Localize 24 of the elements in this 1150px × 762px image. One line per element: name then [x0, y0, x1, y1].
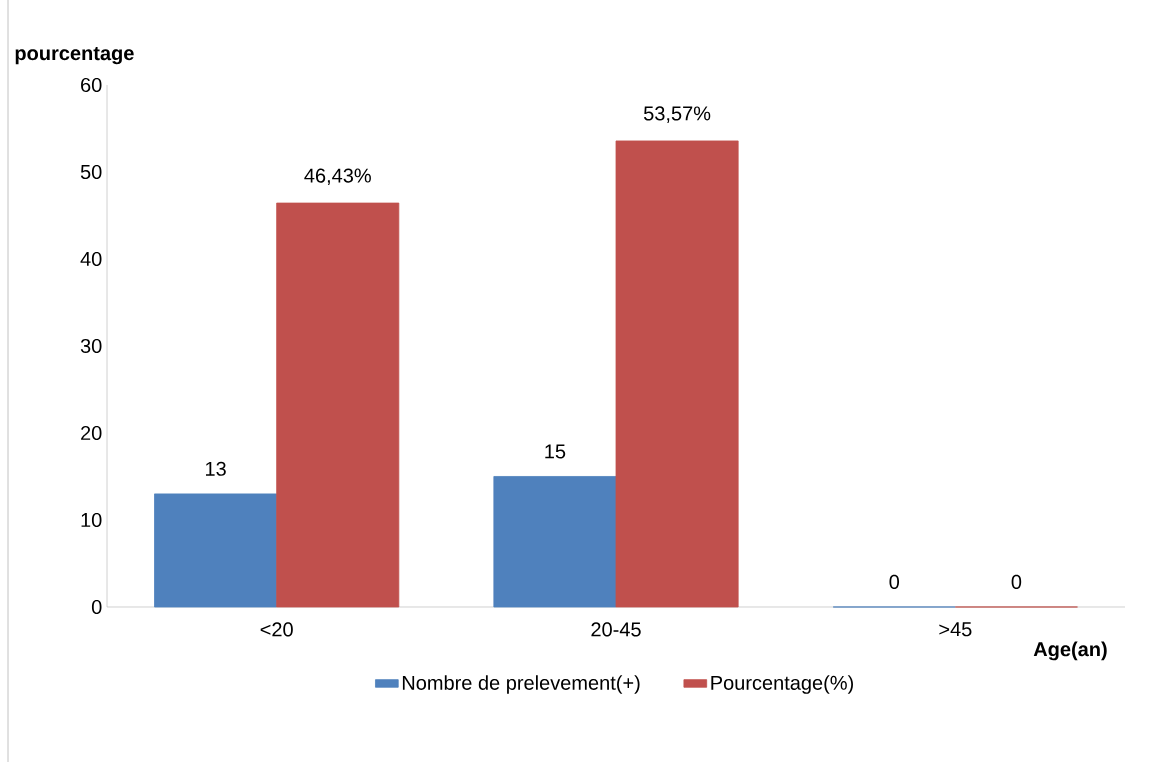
- y-axis-title: pourcentage: [15, 46, 134, 65]
- data-label: 0: [1011, 574, 1022, 589]
- bar: [493, 476, 617, 608]
- x-axis-title: Age(an): [1033, 641, 1107, 661]
- y-tick-label: 20: [81, 425, 102, 441]
- data-label: 15: [545, 444, 566, 459]
- x-tick-label: <20: [260, 622, 293, 637]
- legend-label: Pourcentage(%): [711, 675, 853, 694]
- data-label: 0: [889, 574, 900, 589]
- data-label: 46,43%: [304, 168, 371, 185]
- legend-label: Nombre de prelevement(+): [402, 675, 640, 694]
- bar: [154, 493, 278, 608]
- y-tick-label: 0: [91, 599, 102, 615]
- bar: [276, 202, 400, 608]
- y-tick-label: 40: [80, 251, 102, 267]
- data-label: 53,57%: [643, 106, 711, 123]
- y-tick-label: 10: [81, 512, 102, 528]
- data-label: 13: [205, 461, 226, 476]
- y-tick-label: 50: [80, 164, 102, 180]
- y-tick-label: 60: [81, 77, 102, 93]
- y-tick-label: 30: [80, 338, 102, 354]
- x-tick-label: >45: [939, 622, 972, 637]
- bar: [615, 140, 739, 608]
- x-tick-label: 20-45: [591, 622, 641, 637]
